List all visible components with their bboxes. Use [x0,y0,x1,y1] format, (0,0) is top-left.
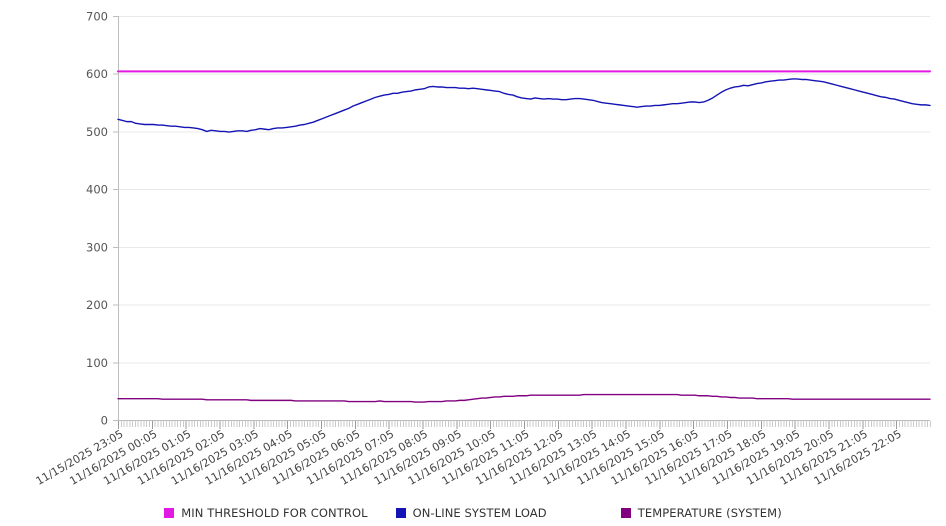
chart-legend: MIN THRESHOLD FOR CONTROL ON-LINE SYSTEM … [0,506,946,520]
y-axis-label: 200 [86,298,108,312]
y-axis-label: 700 [86,10,108,24]
legend-swatch-icon [395,508,406,518]
y-axis-label: 300 [86,240,108,254]
legend-item[interactable]: TEMPERATURE (SYSTEM) [620,506,782,520]
y-axis-label: 100 [86,356,108,370]
series-line-temperature-system [117,393,931,403]
series-line-on-line-system-load [117,78,931,133]
legend-swatch-icon [620,508,631,518]
y-axis-label: 400 [86,183,108,197]
legend-item[interactable]: MIN THRESHOLD FOR CONTROL [164,506,368,520]
legend-label: TEMPERATURE (SYSTEM) [637,506,782,520]
y-axis-label: 500 [86,125,108,139]
legend-label: ON-LINE SYSTEM LOAD [412,506,547,520]
legend-swatch-icon [164,508,175,518]
y-axis-label: 600 [86,67,108,81]
legend-item[interactable]: ON-LINE SYSTEM LOAD [395,506,547,520]
y-axis-label: 0 [101,414,108,428]
legend-label: MIN THRESHOLD FOR CONTROL [181,506,368,520]
